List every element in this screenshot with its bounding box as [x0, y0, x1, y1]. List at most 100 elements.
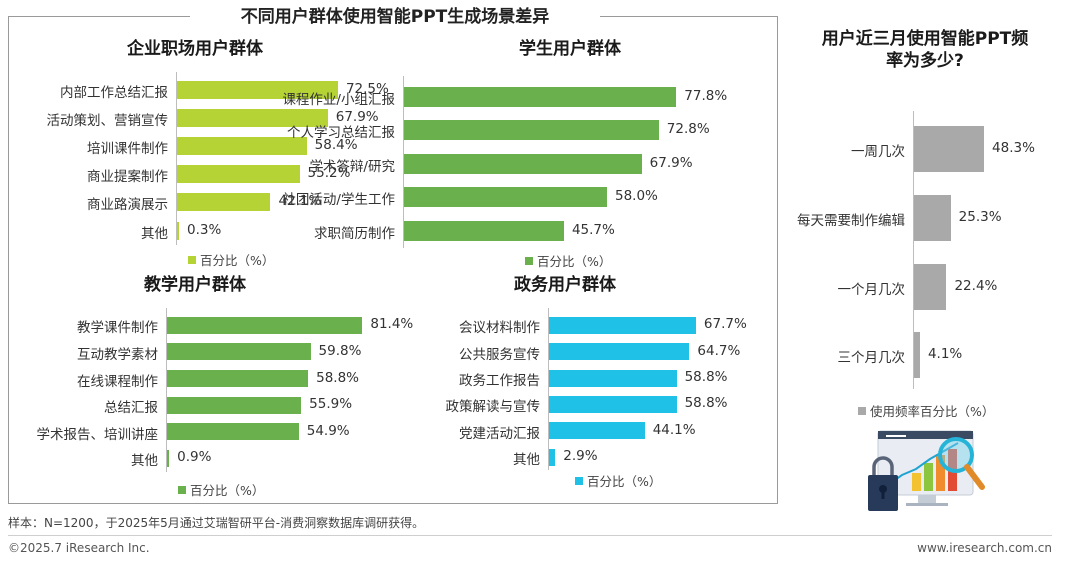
- footer-copyright: ©2025.7 iResearch Inc.: [8, 541, 150, 555]
- enterprise-value-label: 55.2%: [307, 165, 351, 182]
- enterprise-category-label: 培训课件制作: [87, 141, 168, 158]
- enterprise-bar: [177, 81, 338, 100]
- frequency-category-label: 三个月几次: [837, 350, 906, 367]
- frequency-value-label: 48.3%: [992, 140, 1035, 157]
- government-axis-line: [548, 308, 549, 471]
- government-category-label: 党建活动汇报: [459, 425, 540, 442]
- enterprise-category-label: 其他: [141, 225, 168, 242]
- frequency-category-label: 每天需要制作编辑: [797, 212, 905, 229]
- enterprise-value-label: 42.1%: [278, 193, 322, 210]
- enterprise-bar: [177, 193, 271, 212]
- frequency-legend: 使用频率百分比（%）: [858, 401, 994, 420]
- footer-website: www.iresearch.com.cn: [917, 541, 1052, 555]
- frequency-bar: [914, 263, 947, 310]
- frequency-legend-label: 使用频率百分比（%）: [870, 404, 995, 419]
- enterprise-category-label: 活动策划、营销宣传: [46, 113, 169, 130]
- government-bar: [549, 422, 645, 440]
- teaching-bar: [167, 396, 302, 414]
- enterprise-value-label: 0.3%: [187, 221, 222, 238]
- government-legend: 百分比（%）: [575, 471, 661, 490]
- enterprise-bar: [177, 165, 300, 184]
- frequency-bar: [914, 332, 920, 379]
- enterprise-category-label: 商业提案制作: [87, 169, 168, 186]
- teaching-category-label: 总结汇报: [104, 400, 158, 417]
- frequency-title-line2: 率为多少?: [886, 51, 964, 71]
- student-value-label: 67.9%: [649, 154, 693, 171]
- student-category-label: 学术答辩/研究: [309, 158, 395, 175]
- teaching-legend: 百分比（%）: [178, 480, 264, 499]
- frequency-axis-line: [913, 111, 914, 390]
- frequency-category-label: 一个月几次: [837, 281, 906, 298]
- government-bar: [549, 395, 677, 413]
- teaching-axis-line: [166, 308, 167, 472]
- student-category-label: 个人学习总结汇报: [287, 125, 395, 142]
- student-legend-label: 百分比（%）: [537, 254, 612, 269]
- student-category-label: 求职简历制作: [314, 225, 395, 242]
- teaching-bar: [167, 423, 299, 441]
- enterprise-category-label: 商业路演展示: [87, 197, 168, 214]
- frequency-legend-swatch: [858, 407, 866, 415]
- government-category-label: 公共服务宣传: [459, 346, 540, 363]
- student-bar: [404, 86, 677, 107]
- government-chart-title: 政务用户群体: [514, 275, 616, 295]
- teaching-bar: [167, 316, 363, 334]
- teaching-value-label: 0.9%: [177, 449, 212, 466]
- government-legend-label: 百分比（%）: [587, 474, 662, 489]
- government-legend-swatch: [575, 477, 583, 485]
- government-bar: [549, 448, 556, 466]
- student-legend-swatch: [525, 257, 533, 265]
- sample-note: 样本：N=1200，于2025年5月通过艾瑞智研平台-消费洞察数据库调研获得。: [8, 516, 425, 530]
- student-bar: [404, 220, 564, 241]
- teaching-category-label: 互动教学素材: [77, 346, 158, 363]
- enterprise-value-label: 72.5%: [345, 81, 389, 98]
- enterprise-bar: [177, 221, 179, 240]
- enterprise-legend-label: 百分比（%）: [200, 253, 275, 268]
- enterprise-value-label: 58.4%: [314, 137, 358, 154]
- teaching-legend-label: 百分比（%）: [190, 483, 265, 498]
- enterprise-bar: [177, 137, 307, 156]
- enterprise-category-label: 内部工作总结汇报: [60, 85, 168, 102]
- frequency-value-label: 22.4%: [954, 277, 998, 294]
- frequency-value-label: 25.3%: [958, 208, 1002, 225]
- student-chart-title: 学生用户群体: [519, 39, 621, 59]
- student-bar: [404, 120, 659, 141]
- teaching-value-label: 55.9%: [309, 396, 353, 413]
- government-value-label: 2.9%: [563, 448, 598, 465]
- student-legend: 百分比（%）: [525, 251, 611, 270]
- enterprise-axis-line: [176, 72, 177, 245]
- teaching-bar: [167, 343, 311, 361]
- teaching-value-label: 59.8%: [318, 342, 362, 359]
- frequency-chart-title: 用户近三月使用智能PPT频 率为多少?: [790, 28, 1060, 72]
- student-axis-line: [403, 76, 404, 248]
- student-category-label: 课程作业/小组汇报: [282, 91, 395, 108]
- teaching-value-label: 81.4%: [370, 316, 414, 333]
- analytics-illustration-icon: [868, 430, 985, 511]
- frequency-value-label: 4.1%: [927, 346, 963, 363]
- government-bar: [549, 316, 696, 334]
- student-value-label: 77.8%: [684, 87, 728, 104]
- government-bar: [549, 369, 677, 387]
- government-value-label: 64.7%: [697, 342, 741, 359]
- frequency-bar: [914, 194, 951, 241]
- enterprise-chart-title: 企业职场用户群体: [127, 39, 263, 59]
- government-category-label: 其他: [513, 452, 540, 469]
- government-value-label: 58.8%: [684, 395, 728, 412]
- enterprise-legend: 百分比（%）: [188, 250, 274, 269]
- teaching-category-label: 其他: [131, 453, 158, 470]
- main-title: 不同用户群体使用智能PPT生成场景差异: [190, 5, 600, 29]
- government-category-label: 政务工作报告: [459, 373, 540, 389]
- frequency-title-line1: 用户近三月使用智能PPT频: [821, 29, 1029, 49]
- teaching-value-label: 58.8%: [316, 369, 359, 386]
- footer-divider: [8, 535, 1052, 536]
- government-bar: [549, 343, 690, 361]
- government-category-label: 会议材料制作: [459, 320, 540, 337]
- teaching-bar: [167, 370, 309, 387]
- frequency-category-label: 一周几次: [851, 144, 905, 161]
- teaching-category-label: 教学课件制作: [77, 320, 158, 337]
- student-category-label: 社团活动/学生工作: [282, 192, 395, 209]
- government-value-label: 58.8%: [684, 369, 728, 385]
- teaching-bar: [167, 449, 170, 467]
- enterprise-legend-swatch: [188, 256, 196, 264]
- teaching-value-label: 54.9%: [306, 422, 350, 439]
- enterprise-value-label: 67.9%: [335, 109, 379, 126]
